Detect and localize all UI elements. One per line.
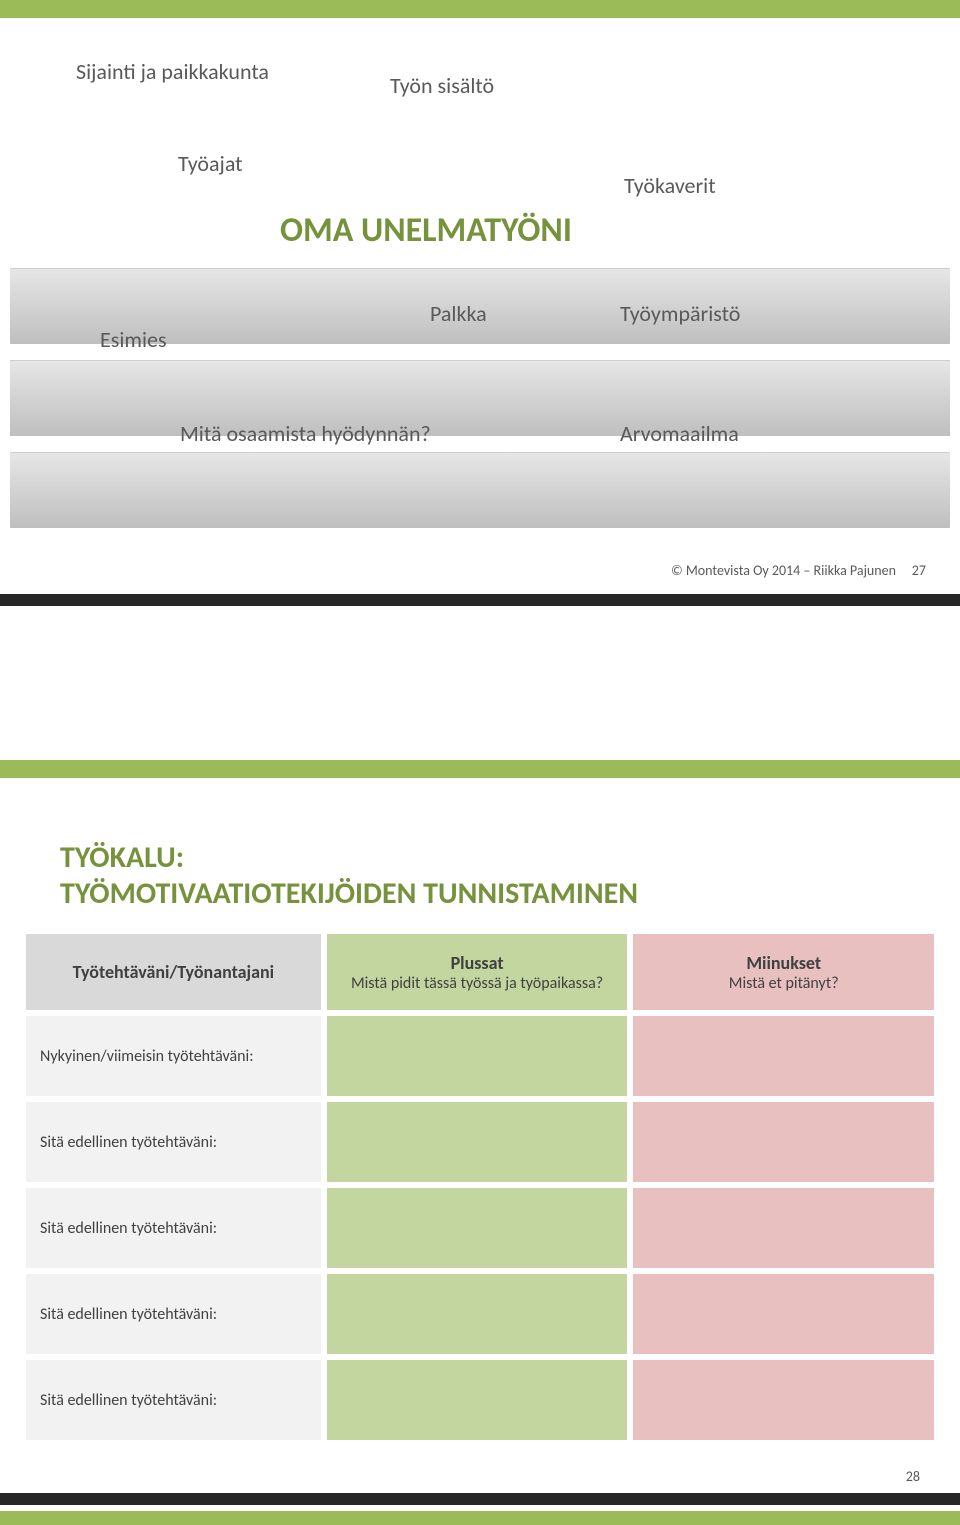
table-row: Sitä edellinen työtehtäväni:: [26, 1102, 934, 1182]
motivation-table: Työtehtäväni/Työnantajani Plussat Mistä …: [20, 928, 940, 1446]
page-number-28: 28: [906, 1468, 920, 1485]
table-row: Sitä edellinen työtehtäväni:: [26, 1188, 934, 1268]
table-cell-job: Sitä edellinen työtehtäväni:: [26, 1102, 321, 1182]
table-cell-plus: [327, 1360, 628, 1440]
slide1-title: OMA UNELMATYÖNI: [280, 210, 572, 251]
slide2-title-line1: TYÖKALU:: [60, 839, 184, 876]
table-cell-plus: [327, 1016, 628, 1096]
table-cell-job: Sitä edellinen työtehtäväni:: [26, 1360, 321, 1440]
table-header-plus: Plussat Mistä pidit tässä työssä ja työp…: [327, 934, 628, 1010]
label-location: Sijainti ja paikkakunta: [76, 58, 269, 85]
table-cell-minus: [633, 1274, 934, 1354]
label-values: Arvomaailma: [620, 420, 739, 447]
table-header-minus: Miinukset Mistä et pitänyt?: [633, 934, 934, 1010]
copyright-line: © Montevista Oy 2014 – Riikka Pajunen 27: [671, 562, 926, 579]
top-green-bar: [0, 0, 960, 18]
bottom-dark-bar-2: [0, 1493, 960, 1505]
table-cell-job: Nykyinen/viimeisin työtehtäväni:: [26, 1016, 321, 1096]
table-cell-minus: [633, 1016, 934, 1096]
copyright-text: © Montevista Oy 2014 – Riikka Pajunen: [671, 562, 896, 579]
slide-2: TYÖKALU: TYÖMOTIVAATIOTEKIJÖIDEN TUNNIST…: [0, 760, 960, 1525]
table-header-row: Työtehtäväni/Työnantajani Plussat Mistä …: [26, 934, 934, 1010]
label-salary: Palkka: [430, 300, 487, 327]
bottom-dark-bar-1: [0, 594, 960, 606]
table-row: Sitä edellinen työtehtäväni:: [26, 1274, 934, 1354]
table-header-plus-sub: Mistä pidit tässä työssä ja työpaikassa?: [351, 974, 603, 993]
label-env: Työympäristö: [620, 300, 740, 327]
label-content: Työn sisältö: [390, 72, 494, 99]
gradient-band-2: [10, 360, 950, 438]
table-cell-plus: [327, 1188, 628, 1268]
table-cell-job: Sitä edellinen työtehtäväni:: [26, 1188, 321, 1268]
table-header-job: Työtehtäväni/Työnantajani: [26, 934, 321, 1010]
bottom-green-bar-2: [0, 1511, 960, 1525]
table-cell-job: Sitä edellinen työtehtäväni:: [26, 1274, 321, 1354]
table-header-minus-strong: Miinukset: [641, 952, 926, 974]
table-cell-minus: [633, 1102, 934, 1182]
gradient-band-3: [10, 452, 950, 530]
slide2-title-line2: TYÖMOTIVAATIOTEKIJÖIDEN TUNNISTAMINEN: [60, 875, 638, 912]
label-coworkers: Työkaverit: [624, 172, 716, 199]
label-hours: Työajat: [178, 150, 243, 177]
table-cell-minus: [633, 1360, 934, 1440]
label-skills: Mitä osaamista hyödynnän?: [180, 420, 431, 447]
slide2-title: TYÖKALU: TYÖMOTIVAATIOTEKIJÖIDEN TUNNIST…: [60, 840, 638, 912]
top-green-bar-2: [0, 760, 960, 778]
slide-1: Sijainti ja paikkakunta Työn sisältö Työ…: [0, 0, 960, 720]
table-header-plus-strong: Plussat: [335, 952, 620, 974]
label-boss: Esimies: [100, 326, 167, 353]
table-cell-minus: [633, 1188, 934, 1268]
table-header-minus-sub: Mistä et pitänyt?: [729, 974, 839, 993]
page-number-27: 27: [912, 562, 926, 579]
table-row: Nykyinen/viimeisin työtehtäväni:: [26, 1016, 934, 1096]
table-header-job-label: Työtehtäväni/Työnantajani: [34, 961, 313, 983]
table-row: Sitä edellinen työtehtäväni:: [26, 1360, 934, 1440]
table-cell-plus: [327, 1274, 628, 1354]
table-cell-plus: [327, 1102, 628, 1182]
